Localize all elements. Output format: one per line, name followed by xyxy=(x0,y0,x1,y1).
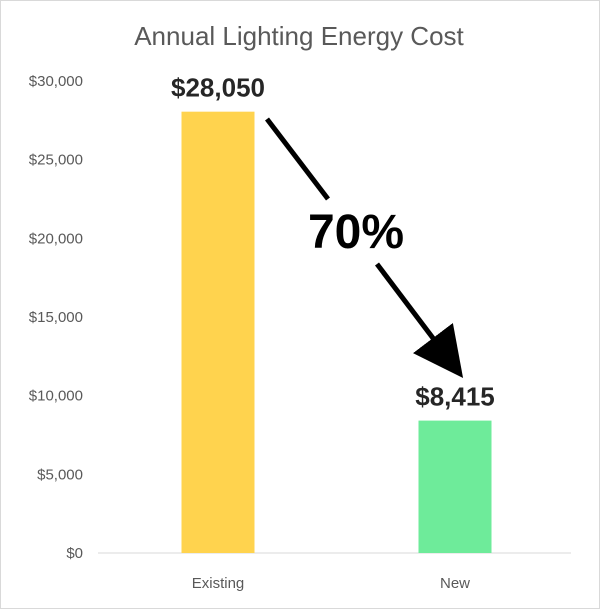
x-tick-label: Existing xyxy=(192,575,245,592)
x-tick-label: New xyxy=(440,575,470,592)
arrow-segment-upper xyxy=(265,117,330,201)
chart-title: Annual Lighting Energy Cost xyxy=(134,21,464,51)
bar-new xyxy=(418,420,492,553)
percent-reduction-label: 70% xyxy=(308,206,404,259)
y-axis: $0 $5,000 $10,000 $15,000 $20,000 $25,000 $30,… xyxy=(29,73,83,562)
y-tick-label: $30,000 xyxy=(29,73,83,90)
data-label-new: $8,415 xyxy=(415,382,495,412)
data-label-existing: $28,050 xyxy=(171,73,265,103)
bars-group: $28,050 Existing $8,415 New xyxy=(171,73,495,592)
annotation-arrows xyxy=(265,117,464,378)
y-tick-label: $10,000 xyxy=(29,388,83,405)
y-tick-label: $5,000 xyxy=(37,466,83,483)
arrow-segment-lower xyxy=(375,262,464,378)
y-tick-label: $20,000 xyxy=(29,230,83,247)
y-tick-label: $0 xyxy=(66,545,83,562)
bar-existing xyxy=(181,111,255,554)
y-tick-label: $15,000 xyxy=(29,309,83,326)
y-tick-label: $25,000 xyxy=(29,152,83,169)
